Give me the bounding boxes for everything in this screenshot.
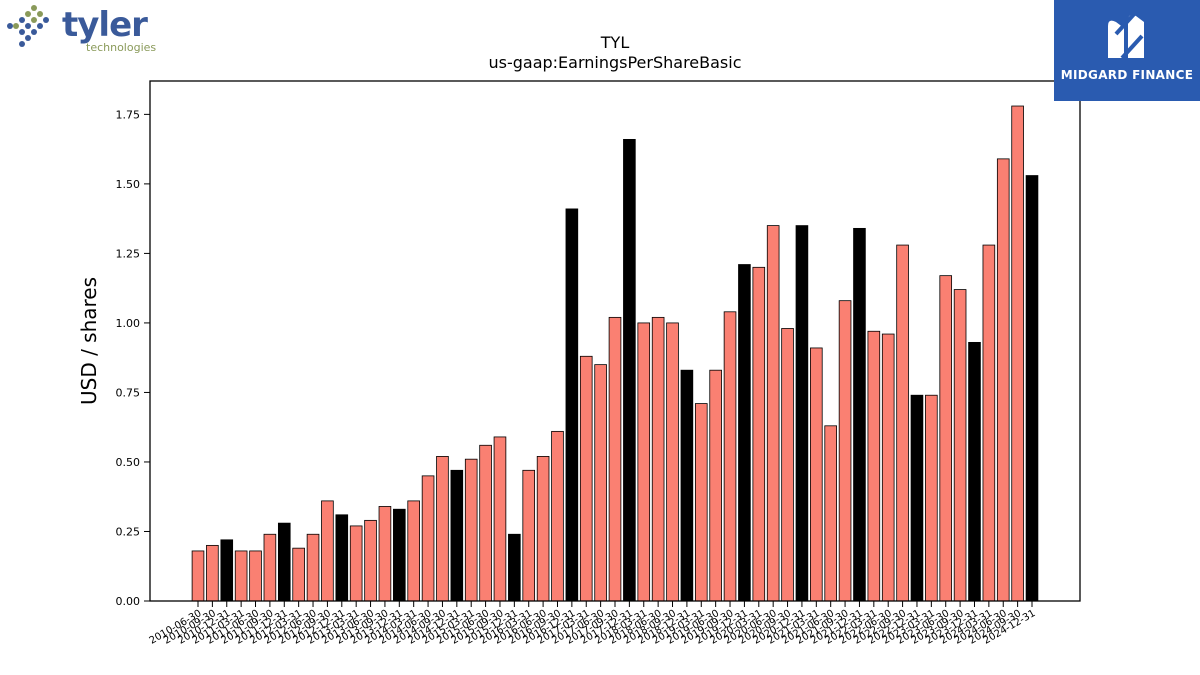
bar-2018-06-30 [651, 316, 665, 602]
bar-2016-09-30 [551, 430, 564, 602]
bar-2015-03-31 [464, 458, 478, 602]
tyler-dots-icon [7, 5, 49, 47]
bar-2024-06-30 [996, 158, 1010, 602]
chart-subtitle: us-gaap:EarningsPerShareBasic [488, 53, 741, 72]
bar-2022-06-30 [881, 333, 895, 602]
bar-2010-09-30 [206, 544, 219, 602]
tyler-logo-subtitle: technologies [86, 41, 157, 54]
bar-2023-09-30 [953, 289, 967, 602]
bar-2018-03-31 [637, 322, 651, 602]
midgard-emblem-icon [1108, 10, 1144, 60]
bar-2015-12-31 [508, 533, 521, 602]
bar-2017-12-31 [623, 138, 636, 602]
bar-2024-03-31 [982, 244, 996, 602]
bar-2020-12-31 [795, 225, 809, 602]
bar-2010-06-30 [191, 550, 205, 602]
y-tick-label: 0.25 [116, 525, 141, 538]
bar-2021-12-31 [853, 227, 866, 602]
bar-2023-12-31 [968, 341, 981, 602]
midgard-logo-name: MIDGARD FINANCE [1060, 68, 1194, 82]
bar-2021-06-30 [824, 425, 837, 602]
y-tick-label: 0.75 [116, 386, 141, 399]
bar-2014-12-31 [450, 469, 464, 602]
bar-2013-12-31 [393, 508, 406, 602]
bar-2017-09-30 [608, 316, 622, 602]
y-axis: 0.00 0.25 0.50 0.75 1.00 1.25 1.50 1.75 [116, 108, 150, 608]
bar-2020-09-30 [781, 328, 794, 602]
bar-2011-12-31 [277, 522, 291, 602]
y-tick-label: 0.00 [116, 595, 141, 608]
bar-2015-06-30 [479, 444, 492, 602]
bar-2011-09-30 [263, 533, 277, 602]
bar-2016-06-30 [536, 456, 550, 602]
bar-2013-03-31 [349, 525, 363, 602]
bar-2016-12-31 [565, 208, 579, 602]
bar-2012-09-30 [321, 500, 334, 602]
y-tick-label: 1.00 [116, 317, 141, 330]
bar-2012-03-31 [292, 547, 305, 602]
bar-2021-03-31 [810, 347, 823, 602]
bars [191, 105, 1039, 602]
bar-2017-06-30 [594, 364, 607, 602]
bar-2012-12-31 [335, 514, 349, 602]
bar-2021-09-30 [838, 300, 852, 602]
bar-2011-03-31 [234, 550, 248, 602]
y-tick-label: 1.50 [116, 178, 141, 191]
bar-2015-09-30 [493, 436, 507, 602]
bar-2017-03-31 [579, 355, 593, 602]
bar-2014-03-31 [407, 500, 420, 602]
bar-2019-06-30 [709, 369, 722, 602]
bar-2023-03-31 [925, 394, 938, 602]
tyler-logo: tyler technologies [4, 4, 157, 54]
y-tick-label: 1.75 [116, 108, 141, 121]
bar-2023-06-30 [939, 275, 953, 602]
y-tick-label: 1.25 [116, 247, 141, 260]
bar-2019-12-31 [738, 264, 751, 602]
bar-2014-09-30 [436, 456, 449, 602]
bar-2010-12-31 [220, 539, 234, 602]
bar-2022-12-31 [910, 394, 924, 602]
bar-2019-03-31 [694, 403, 708, 602]
bar-2011-06-30 [249, 550, 262, 602]
chart-title: TYL [600, 33, 630, 52]
bar-2012-06-30 [306, 533, 320, 602]
bar-2022-03-31 [867, 330, 881, 602]
bar-2013-09-30 [378, 506, 392, 602]
y-axis-label: USD / shares [77, 277, 101, 405]
bar-2019-09-30 [723, 311, 737, 602]
bar-2022-09-30 [896, 244, 909, 602]
bar-2013-06-30 [364, 519, 377, 602]
bar-2014-06-30 [421, 475, 435, 602]
plot-frame [149, 80, 1081, 602]
bar-2020-06-30 [766, 225, 780, 602]
x-axis: 2010-06-302010-09-302010-12-312011-03-31… [148, 601, 1038, 647]
y-tick-label: 0.50 [116, 456, 141, 469]
bar-2024-12-31 [1025, 175, 1039, 602]
tyler-logo-word: tyler [62, 5, 148, 45]
bar-2018-12-31 [680, 369, 694, 602]
bar-2018-09-30 [666, 322, 679, 602]
bar-2024-09-30 [1011, 105, 1024, 602]
bar-2020-03-31 [752, 266, 766, 602]
bar-2016-03-31 [522, 469, 536, 602]
midgard-finance-logo: MIDGARD FINANCE [1054, 0, 1200, 101]
